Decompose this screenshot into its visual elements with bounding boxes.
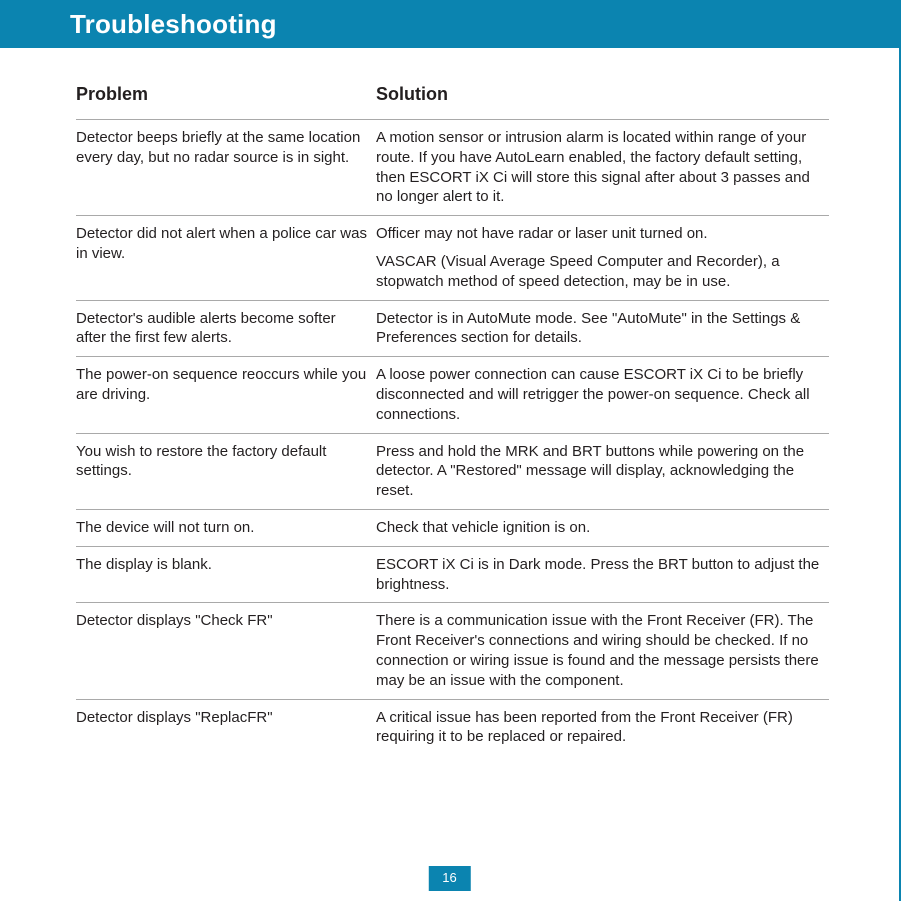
solution-paragraph: ESCORT iX Ci is in Dark mode. Press the … xyxy=(376,555,821,595)
table-row: Detector displays "Check FR"There is a c… xyxy=(76,603,829,699)
solution-paragraph: A motion sensor or intrusion alarm is lo… xyxy=(376,128,821,207)
table-body: Detector beeps briefly at the same locat… xyxy=(76,120,829,756)
solution-paragraph: Check that vehicle ignition is on. xyxy=(376,518,821,538)
table-row: The power-on sequence reoccurs while you… xyxy=(76,357,829,433)
troubleshooting-table: Problem Solution Detector beeps briefly … xyxy=(76,84,829,755)
table-row: Detector did not alert when a police car… xyxy=(76,216,829,300)
solution-paragraph: VASCAR (Visual Average Speed Computer an… xyxy=(376,252,821,292)
table-row: Detector's audible alerts become softer … xyxy=(76,300,829,357)
problem-cell: You wish to restore the factory default … xyxy=(76,433,376,509)
document-page: Troubleshooting Problem Solution Detecto… xyxy=(0,0,901,901)
problem-cell: Detector did not alert when a police car… xyxy=(76,216,376,300)
content-area: Problem Solution Detector beeps briefly … xyxy=(0,48,899,755)
table-row: You wish to restore the factory default … xyxy=(76,433,829,509)
problem-cell: Detector displays "ReplacFR" xyxy=(76,699,376,755)
table-header-row: Problem Solution xyxy=(76,84,829,120)
problem-cell: The power-on sequence reoccurs while you… xyxy=(76,357,376,433)
table-row: Detector displays "ReplacFR"A critical i… xyxy=(76,699,829,755)
page-number: 16 xyxy=(428,866,470,891)
problem-cell: Detector's audible alerts become softer … xyxy=(76,300,376,357)
column-header-problem: Problem xyxy=(76,84,376,120)
problem-cell: Detector beeps briefly at the same locat… xyxy=(76,120,376,216)
problem-cell: The display is blank. xyxy=(76,546,376,603)
column-header-solution: Solution xyxy=(376,84,829,120)
solution-paragraph: Press and hold the MRK and BRT buttons w… xyxy=(376,442,821,501)
solution-cell: A loose power connection can cause ESCOR… xyxy=(376,357,829,433)
solution-cell: Check that vehicle ignition is on. xyxy=(376,509,829,546)
solution-paragraph: Detector is in AutoMute mode. See "AutoM… xyxy=(376,309,821,349)
solution-paragraph: There is a communication issue with the … xyxy=(376,611,821,690)
solution-paragraph: A loose power connection can cause ESCOR… xyxy=(376,365,821,424)
solution-cell: A critical issue has been reported from … xyxy=(376,699,829,755)
solution-cell: A motion sensor or intrusion alarm is lo… xyxy=(376,120,829,216)
header-band: Troubleshooting xyxy=(0,0,899,48)
solution-paragraph: Officer may not have radar or laser unit… xyxy=(376,224,821,244)
table-row: Detector beeps briefly at the same locat… xyxy=(76,120,829,216)
table-row: The device will not turn on.Check that v… xyxy=(76,509,829,546)
problem-cell: Detector displays "Check FR" xyxy=(76,603,376,699)
solution-cell: Press and hold the MRK and BRT buttons w… xyxy=(376,433,829,509)
solution-cell: Officer may not have radar or laser unit… xyxy=(376,216,829,300)
page-title: Troubleshooting xyxy=(70,9,277,40)
solution-cell: There is a communication issue with the … xyxy=(376,603,829,699)
solution-paragraph: A critical issue has been reported from … xyxy=(376,708,821,748)
solution-cell: Detector is in AutoMute mode. See "AutoM… xyxy=(376,300,829,357)
solution-cell: ESCORT iX Ci is in Dark mode. Press the … xyxy=(376,546,829,603)
table-row: The display is blank.ESCORT iX Ci is in … xyxy=(76,546,829,603)
problem-cell: The device will not turn on. xyxy=(76,509,376,546)
